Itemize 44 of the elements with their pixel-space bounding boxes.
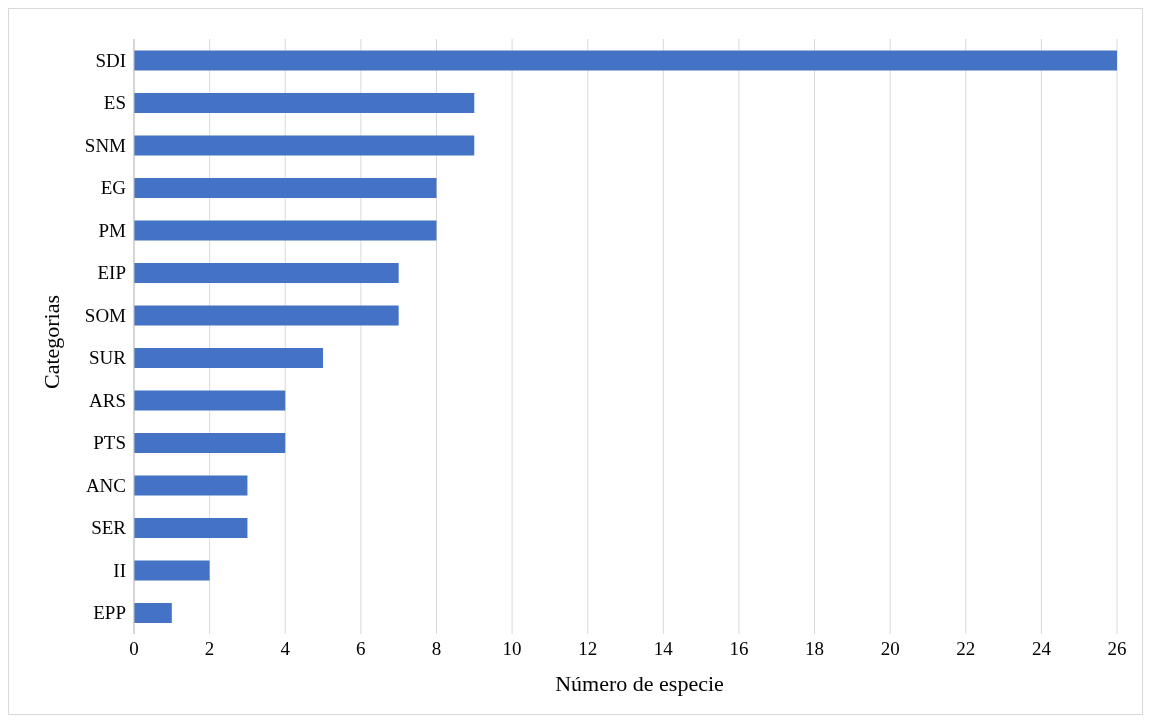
x-tick-label: 4: [280, 638, 291, 660]
y-tick-label: PM: [98, 219, 127, 241]
bar: [134, 432, 286, 453]
bar: [134, 517, 248, 538]
bar: [134, 602, 172, 623]
y-tick-label: II: [113, 559, 126, 581]
x-axis-title: Número de especie: [554, 671, 725, 697]
bar: [134, 390, 286, 411]
y-axis-title: Categorias: [39, 294, 65, 390]
bar: [134, 220, 437, 241]
x-tick-label: 12: [578, 638, 598, 660]
y-tick-label: ANC: [85, 474, 126, 496]
y-tick-label: SOM: [84, 304, 127, 326]
x-tick-label: 8: [431, 638, 442, 660]
y-tick-label: ARS: [89, 389, 126, 411]
bar: [134, 135, 475, 156]
bar: [134, 50, 1117, 71]
bar: [134, 262, 399, 283]
x-tick-label: 18: [805, 638, 825, 660]
x-tick-label: 10: [502, 638, 522, 660]
y-tick-label: EIP: [97, 262, 126, 284]
bar: [134, 560, 210, 581]
x-tick-label: 14: [653, 638, 674, 660]
bar: [134, 347, 324, 368]
x-tick-label: 24: [1031, 638, 1052, 660]
x-tick-label: 6: [356, 638, 366, 660]
y-tick-label: SER: [91, 517, 127, 539]
y-tick-label: SDI: [95, 49, 126, 71]
x-tick-label: 0: [129, 638, 139, 660]
bar: [134, 475, 248, 496]
y-tick-label: PTS: [93, 432, 126, 454]
x-tick-label: 16: [729, 638, 749, 660]
y-tick-label: ES: [103, 92, 126, 114]
bar: [134, 305, 399, 326]
x-tick-label: 2: [204, 638, 215, 660]
y-tick-label: SNM: [84, 134, 127, 156]
x-tick-label: 20: [880, 638, 900, 660]
y-tick-label: SUR: [89, 347, 127, 369]
bar: [134, 177, 437, 198]
x-tick-label: 26: [1107, 638, 1127, 660]
y-tick-label: EG: [100, 177, 127, 199]
bar: [134, 92, 475, 113]
x-tick-label: 22: [956, 638, 976, 660]
y-tick-label: EPP: [93, 602, 126, 624]
